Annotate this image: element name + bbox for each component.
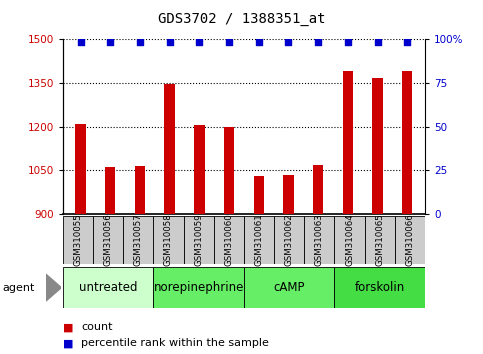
Bar [244, 216, 274, 264]
Text: GSM310061: GSM310061 [255, 213, 264, 266]
Point [106, 40, 114, 45]
Point [403, 40, 411, 45]
Bar [365, 216, 395, 264]
Text: percentile rank within the sample: percentile rank within the sample [81, 338, 269, 348]
Polygon shape [46, 274, 61, 301]
Point [166, 40, 173, 45]
Bar [402, 71, 412, 214]
Text: count: count [81, 322, 113, 332]
Bar [105, 167, 115, 214]
Text: GSM310066: GSM310066 [405, 213, 414, 266]
Bar [335, 267, 425, 308]
Text: GSM310058: GSM310058 [164, 213, 173, 266]
Text: GSM310055: GSM310055 [73, 213, 83, 266]
Text: forskolin: forskolin [355, 281, 405, 294]
Point [284, 40, 292, 45]
Bar [395, 216, 425, 264]
Bar [63, 216, 93, 264]
Bar [154, 216, 184, 264]
Bar [244, 267, 334, 308]
Bar [194, 125, 205, 214]
Bar [75, 124, 86, 214]
Bar [304, 216, 335, 264]
Bar [213, 216, 244, 264]
Point [136, 40, 144, 45]
Bar [274, 216, 304, 264]
Point [196, 40, 203, 45]
Text: GSM310062: GSM310062 [284, 213, 294, 266]
Bar [135, 166, 145, 214]
Text: GSM310060: GSM310060 [224, 213, 233, 266]
Text: norepinephrine: norepinephrine [154, 281, 244, 294]
Point [374, 40, 382, 45]
Bar [313, 165, 323, 214]
Text: GSM310063: GSM310063 [315, 213, 324, 266]
Bar [184, 216, 213, 264]
Point [225, 40, 233, 45]
Bar [224, 127, 234, 214]
Text: untreated: untreated [79, 281, 137, 294]
Bar [372, 78, 383, 214]
Bar [283, 175, 294, 214]
Bar [335, 216, 365, 264]
Bar [63, 267, 154, 308]
Bar [93, 216, 123, 264]
Point [77, 40, 85, 45]
Text: GSM310064: GSM310064 [345, 213, 354, 266]
Bar [165, 84, 175, 214]
Bar [154, 267, 244, 308]
Text: GSM310065: GSM310065 [375, 213, 384, 266]
Text: GSM310059: GSM310059 [194, 213, 203, 266]
Text: agent: agent [2, 282, 35, 293]
Text: GSM310057: GSM310057 [134, 213, 143, 266]
Bar [254, 176, 264, 214]
Text: cAMP: cAMP [273, 281, 305, 294]
Point [314, 40, 322, 45]
Point [255, 40, 263, 45]
Text: ■: ■ [63, 338, 73, 348]
Text: ■: ■ [63, 322, 73, 332]
Point [344, 40, 352, 45]
Text: GDS3702 / 1388351_at: GDS3702 / 1388351_at [158, 12, 325, 27]
Bar [342, 71, 353, 214]
Text: GSM310056: GSM310056 [103, 213, 113, 266]
Bar [123, 216, 154, 264]
